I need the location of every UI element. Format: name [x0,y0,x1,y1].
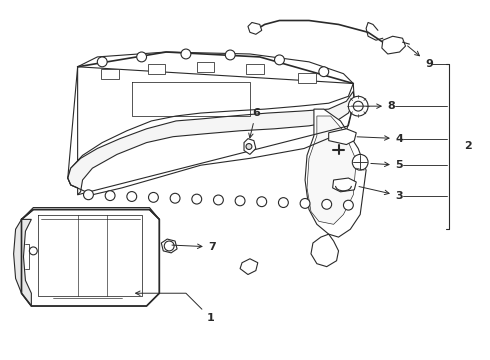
Circle shape [105,191,115,201]
Circle shape [348,96,368,116]
Circle shape [278,198,288,207]
Circle shape [257,197,267,207]
Circle shape [214,195,223,205]
Circle shape [246,144,252,149]
Polygon shape [14,219,31,306]
Circle shape [274,55,284,65]
Text: 4: 4 [357,134,403,144]
Polygon shape [333,178,356,192]
Polygon shape [244,139,256,154]
Text: 6: 6 [249,108,260,138]
Text: 2: 2 [465,140,472,150]
Circle shape [181,49,191,59]
Polygon shape [311,234,339,267]
Text: 8: 8 [351,101,395,111]
Text: 3: 3 [359,186,403,201]
Polygon shape [68,52,353,188]
Circle shape [148,193,158,202]
Polygon shape [22,208,159,219]
Text: 7: 7 [172,242,216,252]
Polygon shape [22,210,159,306]
Circle shape [170,193,180,203]
Polygon shape [307,116,356,224]
Bar [197,62,215,72]
Text: 5: 5 [371,160,403,170]
Circle shape [343,200,353,210]
Circle shape [322,199,332,209]
Bar [147,64,165,74]
Circle shape [352,154,368,170]
Text: 9: 9 [408,46,433,69]
Polygon shape [382,36,406,54]
Polygon shape [248,22,262,34]
Bar [101,69,119,78]
Circle shape [29,247,37,255]
Circle shape [225,50,235,60]
Circle shape [353,101,363,111]
Bar [298,73,316,82]
Circle shape [164,241,174,251]
Polygon shape [329,129,356,145]
Circle shape [319,67,329,77]
Circle shape [83,190,94,200]
Text: 1: 1 [136,291,215,323]
Circle shape [300,198,310,208]
Circle shape [127,192,137,202]
Polygon shape [161,239,177,253]
Polygon shape [68,91,354,195]
Circle shape [137,52,147,62]
Polygon shape [240,259,258,275]
Circle shape [235,196,245,206]
Circle shape [98,57,107,67]
Circle shape [192,194,202,204]
Polygon shape [305,109,366,237]
Bar [246,64,264,74]
